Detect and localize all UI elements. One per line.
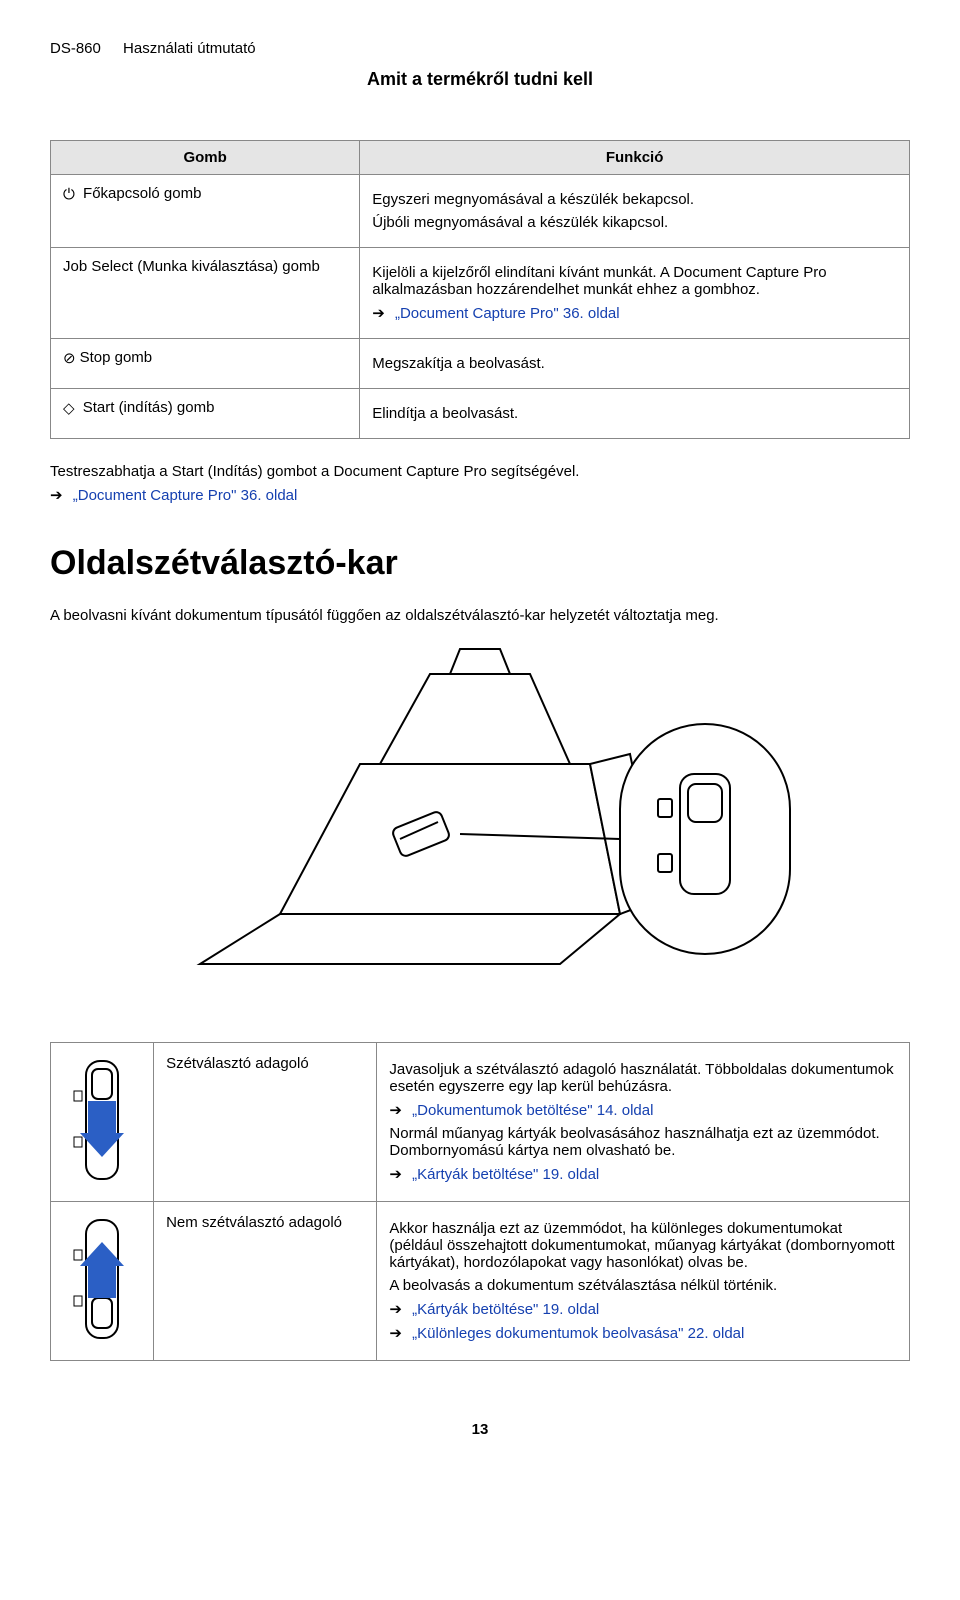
mode-desc: A beolvasás a dokumentum szétválasztása … xyxy=(389,1277,897,1294)
body-paragraph: A beolvasni kívánt dokumentum típusától … xyxy=(50,607,910,624)
desc-line: Újbóli megnyomásával a készülék kikapcso… xyxy=(372,214,897,231)
desc-line: Kijelöli a kijelzőről elindítani kívánt … xyxy=(372,264,897,298)
th-function: Funkció xyxy=(360,141,910,175)
switch-up-icon xyxy=(72,1214,132,1344)
start-icon: ◇ xyxy=(63,399,75,417)
stop-icon: ⊘ xyxy=(63,349,76,367)
switch-up-icon-cell xyxy=(51,1202,154,1361)
mode-table: Szétválasztó adagoló Javasoljuk a szétvá… xyxy=(50,1042,910,1361)
arrow-right-icon: ➔ xyxy=(389,1101,402,1119)
mode-desc: Javasoljuk a szétválasztó adagoló haszná… xyxy=(389,1061,897,1095)
table-row: Szétválasztó adagoló Javasoljuk a szétvá… xyxy=(51,1043,910,1202)
body-paragraph: Testreszabhatja a Start (Indítás) gombot… xyxy=(50,463,910,480)
cross-ref-link[interactable]: ➔ „Dokumentumok betöltése" 14. oldal xyxy=(389,1101,897,1119)
button-function-table: Gomb Funkció ⏻ Főkapcsoló gomb Egyszeri … xyxy=(50,140,910,439)
button-name: Start (indítás) gomb xyxy=(83,399,215,416)
mode-label: Szétválasztó adagoló xyxy=(154,1043,377,1202)
th-button: Gomb xyxy=(51,141,360,175)
page-number: 13 xyxy=(50,1421,910,1438)
cross-ref-link[interactable]: ➔ „Document Capture Pro" 36. oldal xyxy=(50,486,910,504)
guide-label: Használati útmutató xyxy=(123,40,256,57)
table-row: Nem szétválasztó adagoló Akkor használja… xyxy=(51,1202,910,1361)
arrow-right-icon: ➔ xyxy=(389,1165,402,1183)
button-name: Stop gomb xyxy=(80,349,153,366)
mode-label: Nem szétválasztó adagoló xyxy=(154,1202,377,1361)
power-icon: ⏻ xyxy=(63,186,75,203)
cross-ref-link[interactable]: ➔ „Document Capture Pro" 36. oldal xyxy=(372,304,897,322)
button-name: Főkapcsoló gomb xyxy=(83,185,201,202)
section-heading: Oldalszétválasztó-kar xyxy=(50,544,910,583)
model-code: DS-860 xyxy=(50,40,101,57)
desc-line: Megszakítja a beolvasást. xyxy=(372,355,897,372)
arrow-right-icon: ➔ xyxy=(389,1324,402,1342)
scanner-illustration xyxy=(160,644,800,1014)
arrow-right-icon: ➔ xyxy=(372,304,385,322)
table-row: ⊘Stop gomb Megszakítja a beolvasást. xyxy=(51,339,910,389)
desc-line: Elindítja a beolvasást. xyxy=(372,405,897,422)
switch-down-icon-cell xyxy=(51,1043,154,1202)
section-title: Amit a termékről tudni kell xyxy=(50,69,910,90)
table-row: ◇ Start (indítás) gomb Elindítja a beolv… xyxy=(51,389,910,439)
cross-ref-link[interactable]: ➔ „Kártyák betöltése" 19. oldal xyxy=(389,1165,897,1183)
doc-header: DS-860 Használati útmutató xyxy=(50,40,910,57)
switch-down-icon xyxy=(72,1055,132,1185)
mode-desc: Normál műanyag kártyák beolvasásához has… xyxy=(389,1125,897,1159)
mode-desc: Akkor használja ezt az üzemmódot, ha kül… xyxy=(389,1220,897,1271)
table-row: Job Select (Munka kiválasztása) gomb Kij… xyxy=(51,248,910,339)
cross-ref-link[interactable]: ➔ „Kártyák betöltése" 19. oldal xyxy=(389,1300,897,1318)
button-name: Job Select (Munka kiválasztása) gomb xyxy=(63,258,320,275)
arrow-right-icon: ➔ xyxy=(50,486,63,504)
table-row: ⏻ Főkapcsoló gomb Egyszeri megnyomásával… xyxy=(51,175,910,248)
arrow-right-icon: ➔ xyxy=(389,1300,402,1318)
cross-ref-link[interactable]: ➔ „Különleges dokumentumok beolvasása" 2… xyxy=(389,1324,897,1342)
desc-line: Egyszeri megnyomásával a készülék bekapc… xyxy=(372,191,897,208)
